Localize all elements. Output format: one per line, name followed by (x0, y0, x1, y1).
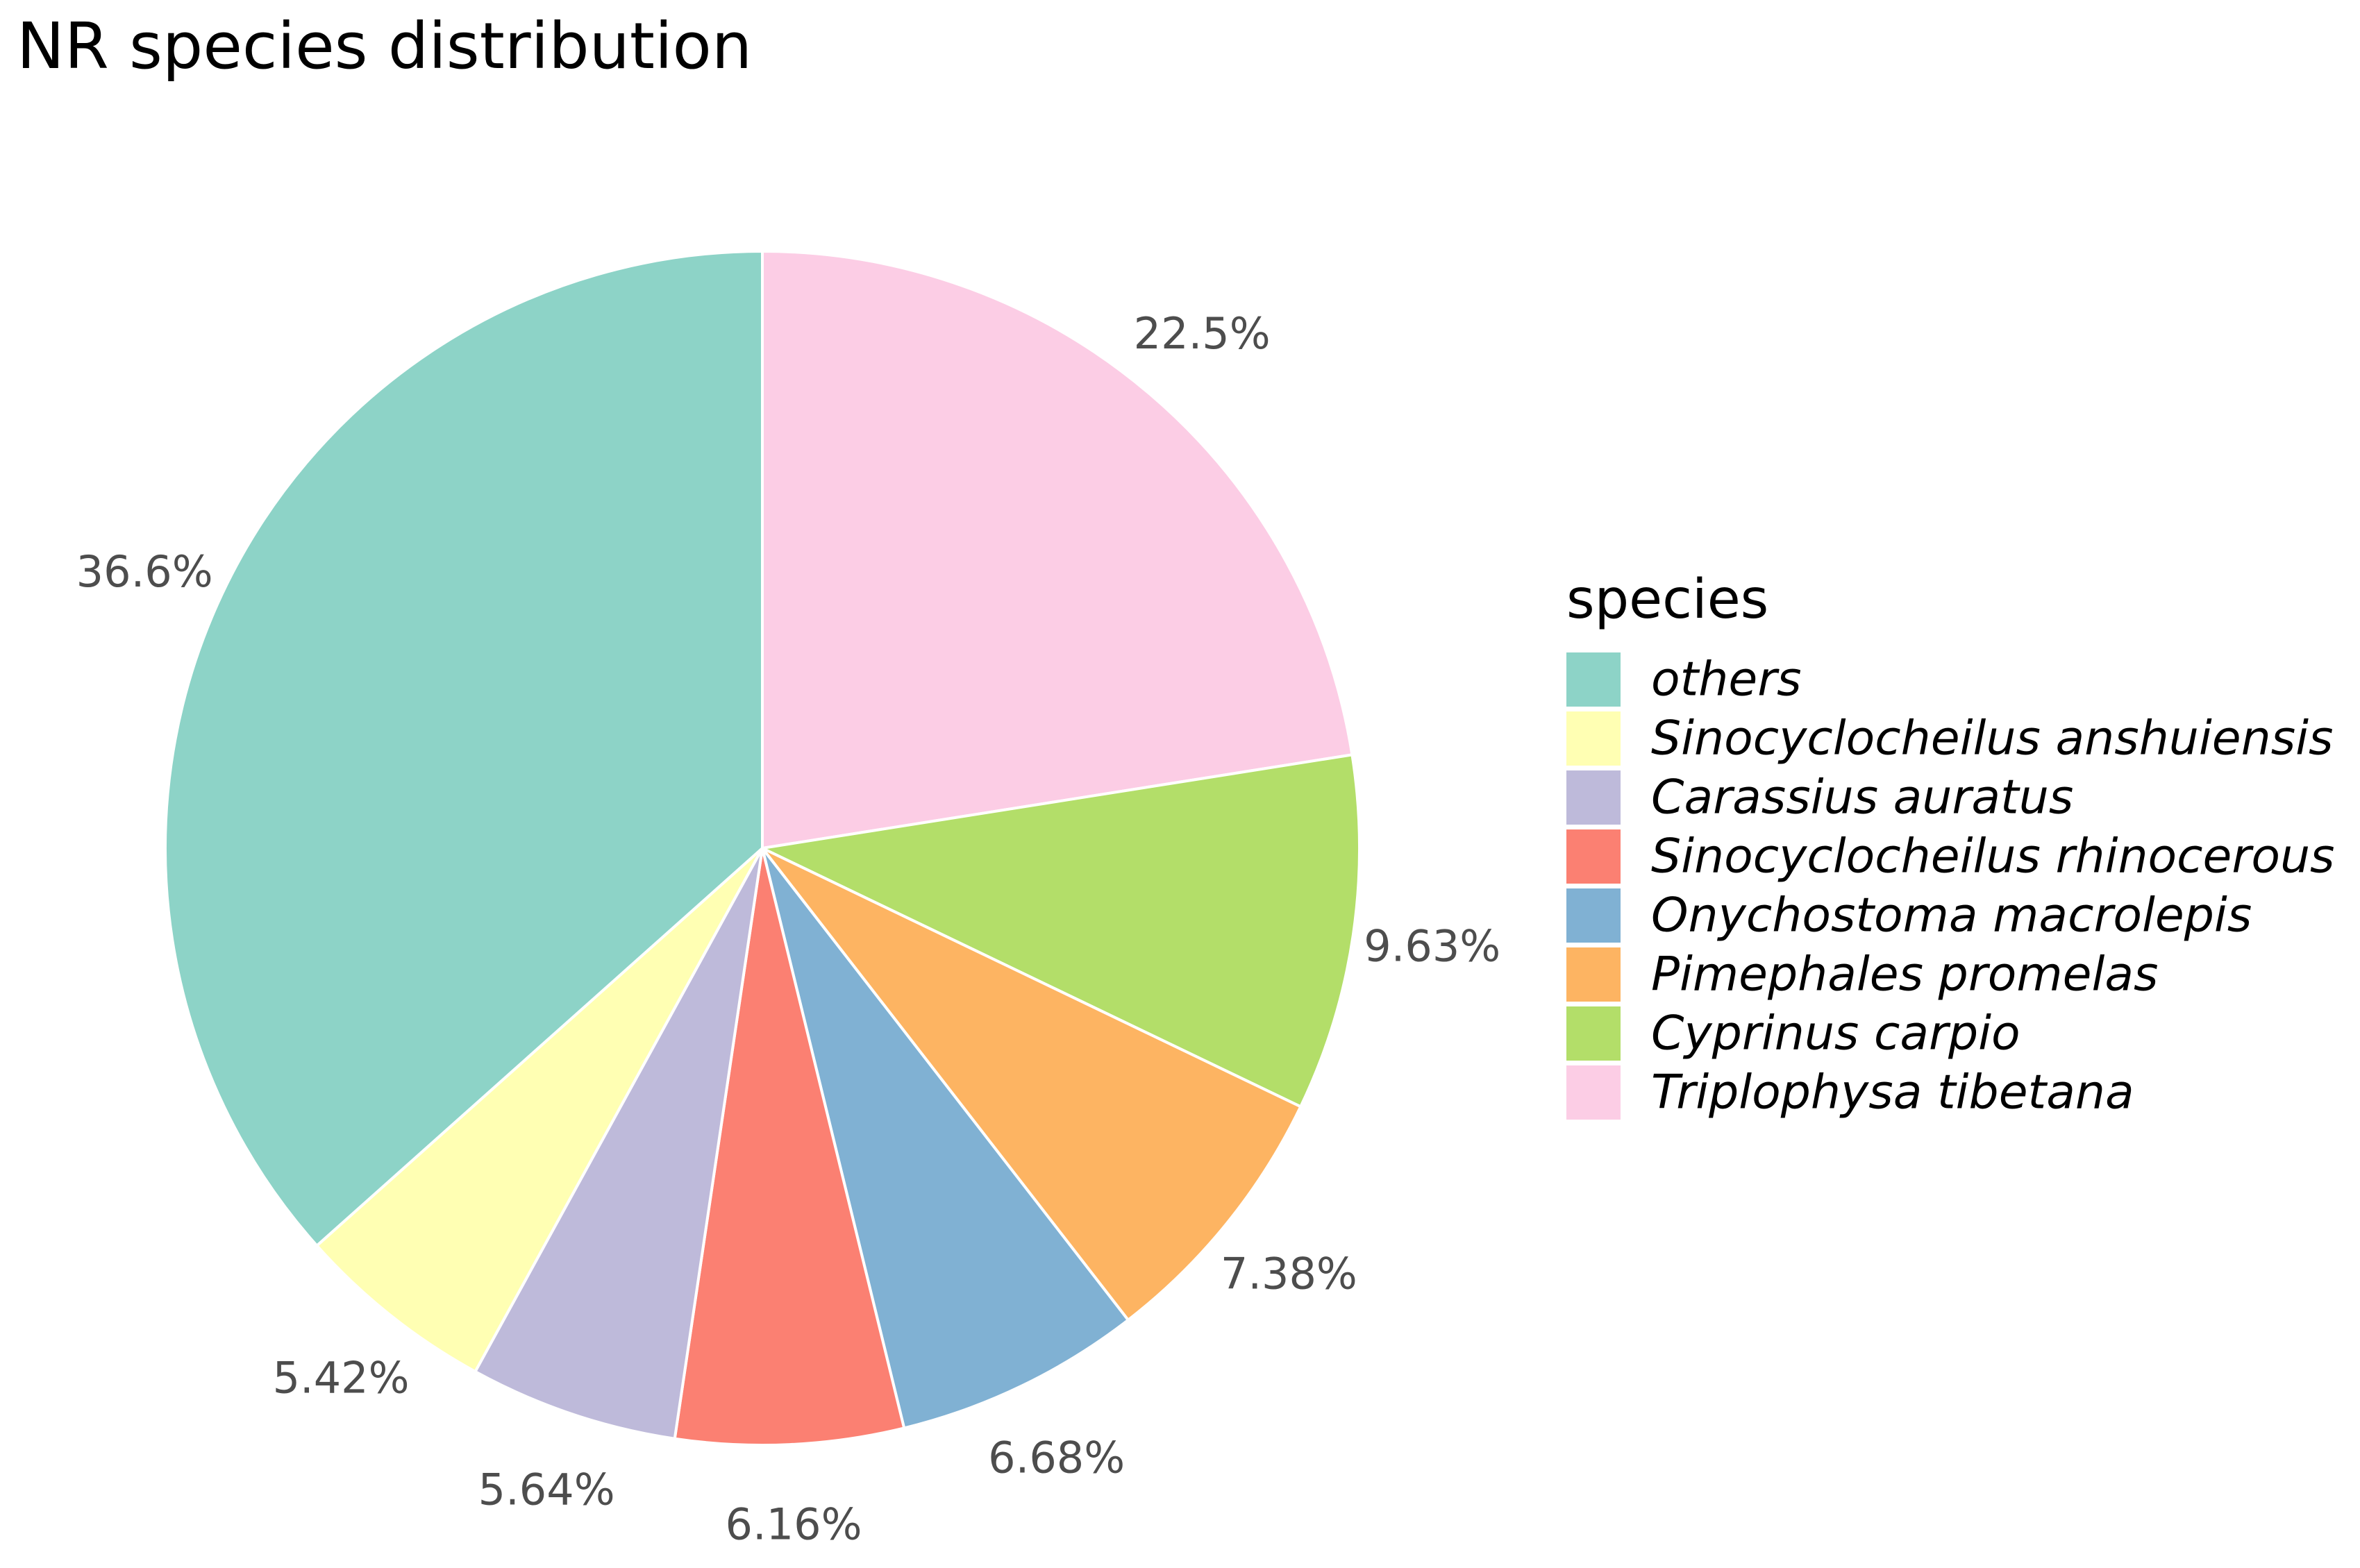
pie-slice-carassius-auratus (473, 848, 764, 1440)
slice-label-others: 36.6% (76, 546, 213, 597)
slice-label-cyprinus-carpio: 9.63% (1364, 921, 1500, 972)
legend-label-sinocyclocheilus-rhinocerous: Sinocyclocheilus rhinocerous (1651, 829, 2334, 884)
pie-slice-cyprinus-carpio (758, 753, 1361, 1109)
legend-title: species (1566, 568, 1768, 631)
legend-label-pimephales-promelas: Pimephales promelas (1651, 947, 2158, 1002)
slice-label-onychostoma-macrolepis: 6.68% (988, 1433, 1125, 1483)
legend-label-cyprinus-carpio: Cyprinus carpio (1651, 1006, 2020, 1061)
legend-key-triplophysa-tibetana (1566, 1065, 1621, 1120)
legend-key-carassius-auratus (1566, 770, 1621, 825)
legend-label-others: others (1651, 652, 1802, 707)
slice-label-pimephales-promelas: 7.38% (1221, 1248, 1357, 1299)
slice-label-carassius-auratus: 5.64% (478, 1465, 615, 1515)
legend-label-onychostoma-macrolepis: Onychostoma macrolepis (1651, 888, 2252, 943)
pie-slice-pimephales-promelas (761, 847, 1303, 1322)
slice-label-sinocyclocheilus-rhinocerous: 6.16% (726, 1499, 862, 1549)
legend-label-sinocyclocheilus-anshuiensis: Sinocyclocheilus anshuiensis (1651, 711, 2333, 766)
pie-slice-onychostoma-macrolepis (761, 847, 1130, 1430)
legend-key-sinocyclocheilus-rhinocerous (1566, 829, 1621, 884)
legend-label-carassius-auratus: Carassius auratus (1651, 770, 2073, 825)
slice-labels: 22.5% 9.63% 7.38% 6.68% 6.16% 5.64% 5.42% 36.6% (76, 308, 1501, 1549)
slice-label-triplophysa-tibetana: 22.5% (1134, 308, 1271, 359)
legend-key-sinocyclocheilus-anshuiensis (1566, 711, 1621, 766)
slice-label-sinocyclocheilus-anshuiensis: 5.42% (273, 1353, 410, 1403)
legend-label-triplophysa-tibetana: Triplophysa tibetana (1651, 1065, 2134, 1120)
legend-key-others (1566, 652, 1621, 707)
chart-title: NR species distribution (17, 9, 752, 83)
pie (164, 249, 1361, 1447)
legend-key-cyprinus-carpio (1566, 1006, 1621, 1061)
pie-slice-triplophysa-tibetana (761, 249, 1354, 850)
pie-slice-sinocyclocheilus-rhinocerous (673, 848, 906, 1447)
pie-slice-others (164, 249, 764, 1248)
pie-slice-sinocyclocheilus-anshuiensis (315, 847, 764, 1374)
legend-key-onychostoma-macrolepis (1566, 888, 1621, 943)
legend-key-pimephales-promelas (1566, 947, 1621, 1002)
